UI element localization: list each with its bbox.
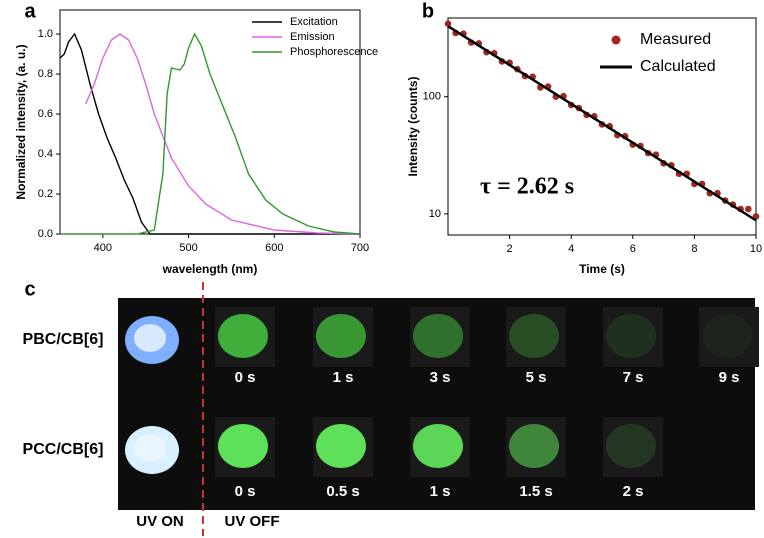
- x-axis-label: Time (s): [579, 262, 625, 276]
- y-tick-label: 0.6: [38, 108, 53, 120]
- time-label: 0 s: [235, 369, 256, 386]
- x-tick-label: 500: [179, 242, 197, 254]
- time-label: 0 s: [235, 483, 256, 500]
- y-tick-label: 1.0: [38, 28, 53, 40]
- panel-label: c: [24, 278, 35, 300]
- panel-label: b: [422, 0, 434, 22]
- x-tick-label: 600: [265, 242, 283, 254]
- series-line: [59, 32, 360, 235]
- y-tick-label: 0.4: [38, 148, 53, 160]
- legend-label: Emission: [290, 31, 335, 43]
- legend-label: Phosphorescence: [290, 46, 378, 58]
- time-label: 1 s: [333, 369, 354, 386]
- x-tick-label: 10: [750, 243, 762, 255]
- series-line: [85, 33, 361, 235]
- legend-label: Excitation: [290, 16, 338, 28]
- afterglow-sample: [316, 424, 366, 468]
- x-tick-label: 8: [691, 243, 697, 255]
- legend-label: Measured: [640, 31, 711, 48]
- plot-frame: [59, 9, 361, 235]
- time-label: 9 s: [719, 369, 740, 386]
- time-label: 0.5 s: [326, 483, 359, 500]
- uv-off-label: UV OFF: [225, 513, 280, 530]
- afterglow-sample: [218, 314, 268, 358]
- x-axis-label: wavelength (nm): [162, 262, 258, 276]
- sample-well: [699, 307, 759, 367]
- y-tick-label: 0.2: [38, 188, 53, 200]
- afterglow-sample: [509, 314, 559, 358]
- time-label: 2 s: [623, 483, 644, 500]
- x-tick-label: 700: [351, 242, 369, 254]
- afterglow-sample: [509, 424, 559, 468]
- legend-label: Calculated: [640, 58, 716, 75]
- uv-on-label: UV ON: [136, 513, 184, 530]
- x-tick-label: 4: [568, 243, 574, 255]
- time-label: 3 s: [430, 369, 451, 386]
- panel-label: a: [24, 0, 36, 22]
- afterglow-sample: [218, 424, 268, 468]
- y-tick-label: 0.8: [38, 68, 53, 80]
- y-axis-label: Normalized intensity, (a. u.): [14, 44, 28, 199]
- time-label: 5 s: [526, 369, 547, 386]
- afterglow-sample: [702, 314, 752, 358]
- sample-well: [603, 417, 663, 477]
- series-line: [447, 25, 757, 222]
- plot-frame: [447, 17, 757, 236]
- sample-well: [603, 307, 663, 367]
- uv-on-sample-core: [134, 324, 166, 352]
- afterglow-sample: [413, 424, 463, 468]
- sample-label: PCC/CB[6]: [23, 441, 104, 458]
- y-tick-label: 0.0: [38, 228, 53, 240]
- data-point: [444, 20, 452, 28]
- afterglow-sample: [606, 424, 656, 468]
- afterglow-sample: [316, 314, 366, 358]
- x-tick-label: 400: [94, 242, 112, 254]
- time-label: 1 s: [430, 483, 451, 500]
- time-label: 1.5 s: [519, 483, 552, 500]
- afterglow-sample: [413, 314, 463, 358]
- y-tick-label: 10: [429, 208, 441, 220]
- afterglow-sample: [606, 314, 656, 358]
- y-tick-label: 100: [423, 91, 441, 103]
- uv-on-sample-core: [134, 434, 166, 462]
- series-line: [60, 32, 361, 235]
- y-axis-label: Intensity (counts): [406, 76, 420, 176]
- annotation: τ = 2.62 s: [480, 174, 574, 200]
- sample-label: PBC/CB[6]: [23, 331, 104, 348]
- x-tick-label: 6: [630, 243, 636, 255]
- legend-marker: [611, 35, 621, 45]
- time-label: 7 s: [623, 369, 644, 386]
- sample-well: [506, 307, 566, 367]
- x-tick-label: 2: [507, 243, 513, 255]
- data-point: [745, 205, 752, 213]
